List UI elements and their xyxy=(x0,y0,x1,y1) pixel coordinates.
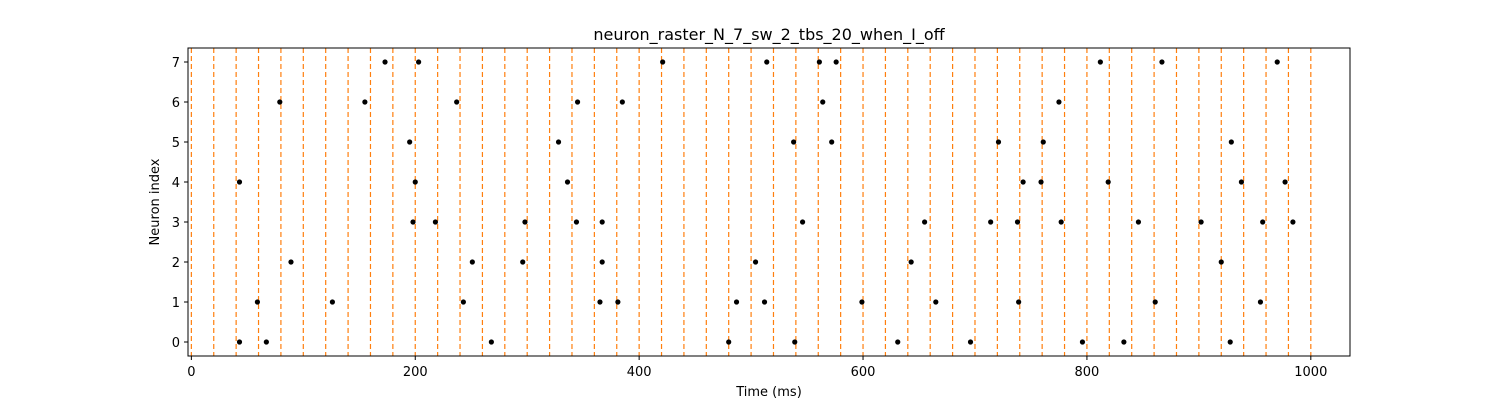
spike-point xyxy=(432,219,439,225)
plot-frame xyxy=(187,47,1351,357)
spike-point xyxy=(599,219,605,225)
spike-point xyxy=(895,339,901,345)
x-axis-ticks: 0 200 400 600 800 1000 xyxy=(187,356,1327,380)
y-tick-label: 3 xyxy=(172,216,180,231)
y-tick-label: 5 xyxy=(172,136,180,151)
spike-point xyxy=(236,339,243,345)
y-tick-label: 0 xyxy=(172,336,180,351)
y-axis-ticks: 0 1 2 3 4 5 6 7 xyxy=(172,56,188,351)
spike-point xyxy=(988,219,994,225)
spike-point xyxy=(288,259,294,265)
spike-point xyxy=(460,299,466,305)
spike-points xyxy=(236,59,1296,345)
spike-point xyxy=(599,259,605,265)
spike-point xyxy=(1135,219,1142,225)
spike-point xyxy=(791,139,797,145)
spike-point xyxy=(792,339,798,345)
spike-point xyxy=(1198,219,1204,225)
plot-area xyxy=(188,48,1350,356)
spike-point xyxy=(1290,219,1296,225)
bin-lines xyxy=(190,48,1312,356)
spike-point xyxy=(416,59,422,65)
spike-point xyxy=(908,259,914,265)
spike-point xyxy=(1097,59,1103,65)
spike-point xyxy=(761,299,768,305)
spike-point xyxy=(1260,219,1266,225)
spike-point xyxy=(1274,59,1280,65)
y-axis-label: Neuron index xyxy=(148,158,163,245)
spike-point xyxy=(277,99,283,105)
spike-point xyxy=(1016,299,1022,305)
spike-point xyxy=(660,59,666,65)
spike-point xyxy=(263,339,269,345)
chart-title: neuron_raster_N_7_sw_2_tbs_20_when_I_off xyxy=(593,25,945,45)
spike-point xyxy=(254,299,261,305)
spike-point xyxy=(1056,99,1062,105)
spike-point xyxy=(820,99,826,105)
spike-point xyxy=(816,59,822,65)
spike-point xyxy=(1020,179,1026,185)
spike-point xyxy=(1121,339,1127,345)
spike-point xyxy=(469,259,475,265)
spike-point xyxy=(412,179,418,185)
spike-point xyxy=(764,59,770,65)
spike-point xyxy=(619,99,625,105)
spike-point xyxy=(833,59,839,65)
spike-point xyxy=(752,259,759,265)
spike-point xyxy=(1014,219,1021,225)
spike-point xyxy=(488,339,494,345)
spike-point xyxy=(362,99,368,105)
spike-point xyxy=(236,179,243,185)
y-tick-label: 4 xyxy=(172,176,180,191)
spike-point xyxy=(1282,179,1288,185)
spike-point xyxy=(1079,339,1086,345)
x-tick-label: 600 xyxy=(851,365,876,380)
spike-point xyxy=(1058,219,1064,225)
y-tick-label: 1 xyxy=(172,296,180,311)
spike-point xyxy=(382,59,388,65)
spike-point xyxy=(859,299,865,305)
spike-point xyxy=(1159,59,1165,65)
spike-point xyxy=(933,299,939,305)
spike-point xyxy=(574,99,581,105)
spike-point xyxy=(1105,179,1111,185)
spike-point xyxy=(520,259,526,265)
spike-point xyxy=(1038,179,1044,185)
spike-point xyxy=(615,299,621,305)
x-axis-label: Time (ms) xyxy=(735,385,802,400)
spike-point xyxy=(995,139,1002,145)
spike-point xyxy=(564,179,571,185)
y-tick-label: 2 xyxy=(172,256,180,271)
x-tick-label: 200 xyxy=(403,365,428,380)
x-tick-label: 400 xyxy=(627,365,652,380)
spike-point xyxy=(555,139,562,145)
spike-point xyxy=(922,219,928,225)
y-tick-label: 7 xyxy=(172,56,180,71)
spike-point xyxy=(726,339,732,345)
spike-point xyxy=(1040,139,1046,145)
spike-point xyxy=(1218,259,1224,265)
spike-point xyxy=(1152,299,1158,305)
spike-point xyxy=(829,139,835,145)
spike-point xyxy=(597,299,603,305)
spike-point xyxy=(573,219,580,225)
x-tick-label: 1000 xyxy=(1294,365,1327,380)
spike-point xyxy=(1238,179,1245,185)
spike-point xyxy=(1228,139,1234,145)
spike-point xyxy=(410,219,416,225)
spike-point xyxy=(799,219,806,225)
spike-point xyxy=(967,339,974,345)
y-tick-label: 6 xyxy=(172,96,180,111)
x-tick-label: 0 xyxy=(187,365,195,380)
spike-point xyxy=(522,219,528,225)
spike-point xyxy=(454,99,460,105)
spike-point xyxy=(733,299,740,305)
spike-point xyxy=(407,139,413,145)
spike-point xyxy=(1227,339,1233,345)
spike-point xyxy=(1257,299,1264,305)
x-tick-label: 800 xyxy=(1075,365,1100,380)
spike-point xyxy=(329,299,336,305)
